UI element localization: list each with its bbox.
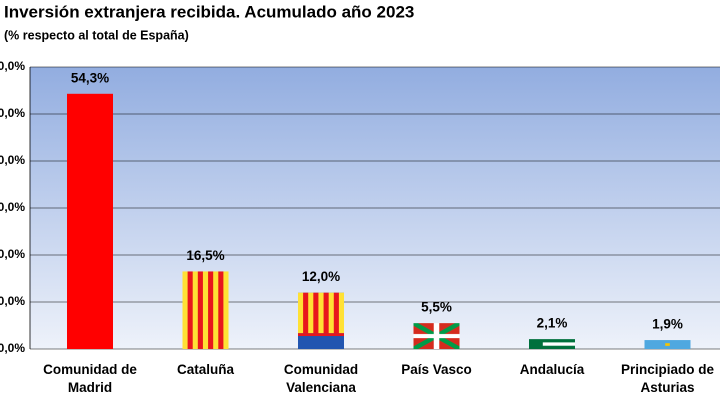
y-tick-label: 0,0% [0, 341, 25, 355]
chart-subtitle: (% respecto al total de España) [4, 28, 189, 42]
y-tick-label: 10,0% [0, 294, 25, 308]
bar [298, 292, 344, 349]
y-tick-label: 30,0% [0, 200, 25, 214]
x-tick-label: País Vasco [401, 362, 472, 377]
value-label: 16,5% [186, 248, 224, 263]
y-tick-label: 60,0% [0, 59, 25, 73]
bar [67, 93, 113, 349]
x-tick-label: Comunidad de Madrid [43, 362, 137, 395]
value-label: 5,5% [421, 300, 452, 315]
bar [644, 340, 691, 349]
bar [529, 339, 575, 349]
chart-title: Inversión extranjera recibida. Acumulado… [4, 2, 414, 21]
bar [413, 323, 460, 349]
y-tick-label: 50,0% [0, 106, 25, 120]
x-tick-label: Comunidad Valenciana [283, 362, 359, 395]
value-label: 1,9% [652, 317, 683, 332]
y-tick-label: 20,0% [0, 247, 25, 261]
value-label: 54,3% [71, 70, 109, 85]
value-label: 12,0% [302, 269, 340, 284]
x-tick-label: Cataluña [176, 362, 234, 377]
x-tick-label: Principiado de Asturias [620, 362, 715, 395]
y-tick-label: 40,0% [0, 153, 25, 167]
value-label: 2,1% [537, 316, 568, 331]
bar [182, 271, 229, 349]
x-tick-label: Andalucía [519, 362, 585, 377]
